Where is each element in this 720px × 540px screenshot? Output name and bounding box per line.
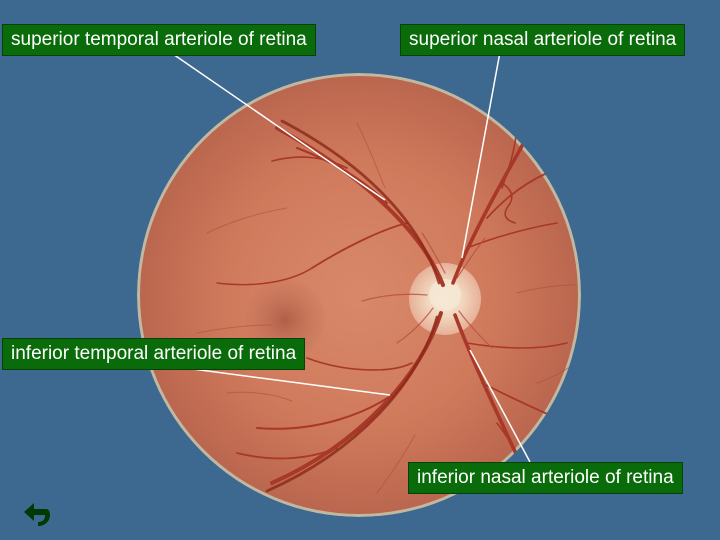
return-icon[interactable] [20,498,52,530]
label-superior-temporal: superior temporal arteriole of retina [2,24,316,56]
fundus-image [137,73,581,517]
label-superior-nasal: superior nasal arteriole of retina [400,24,685,56]
label-inferior-temporal: inferior temporal arteriole of retina [2,338,305,370]
label-inferior-nasal: inferior nasal arteriole of retina [408,462,683,494]
